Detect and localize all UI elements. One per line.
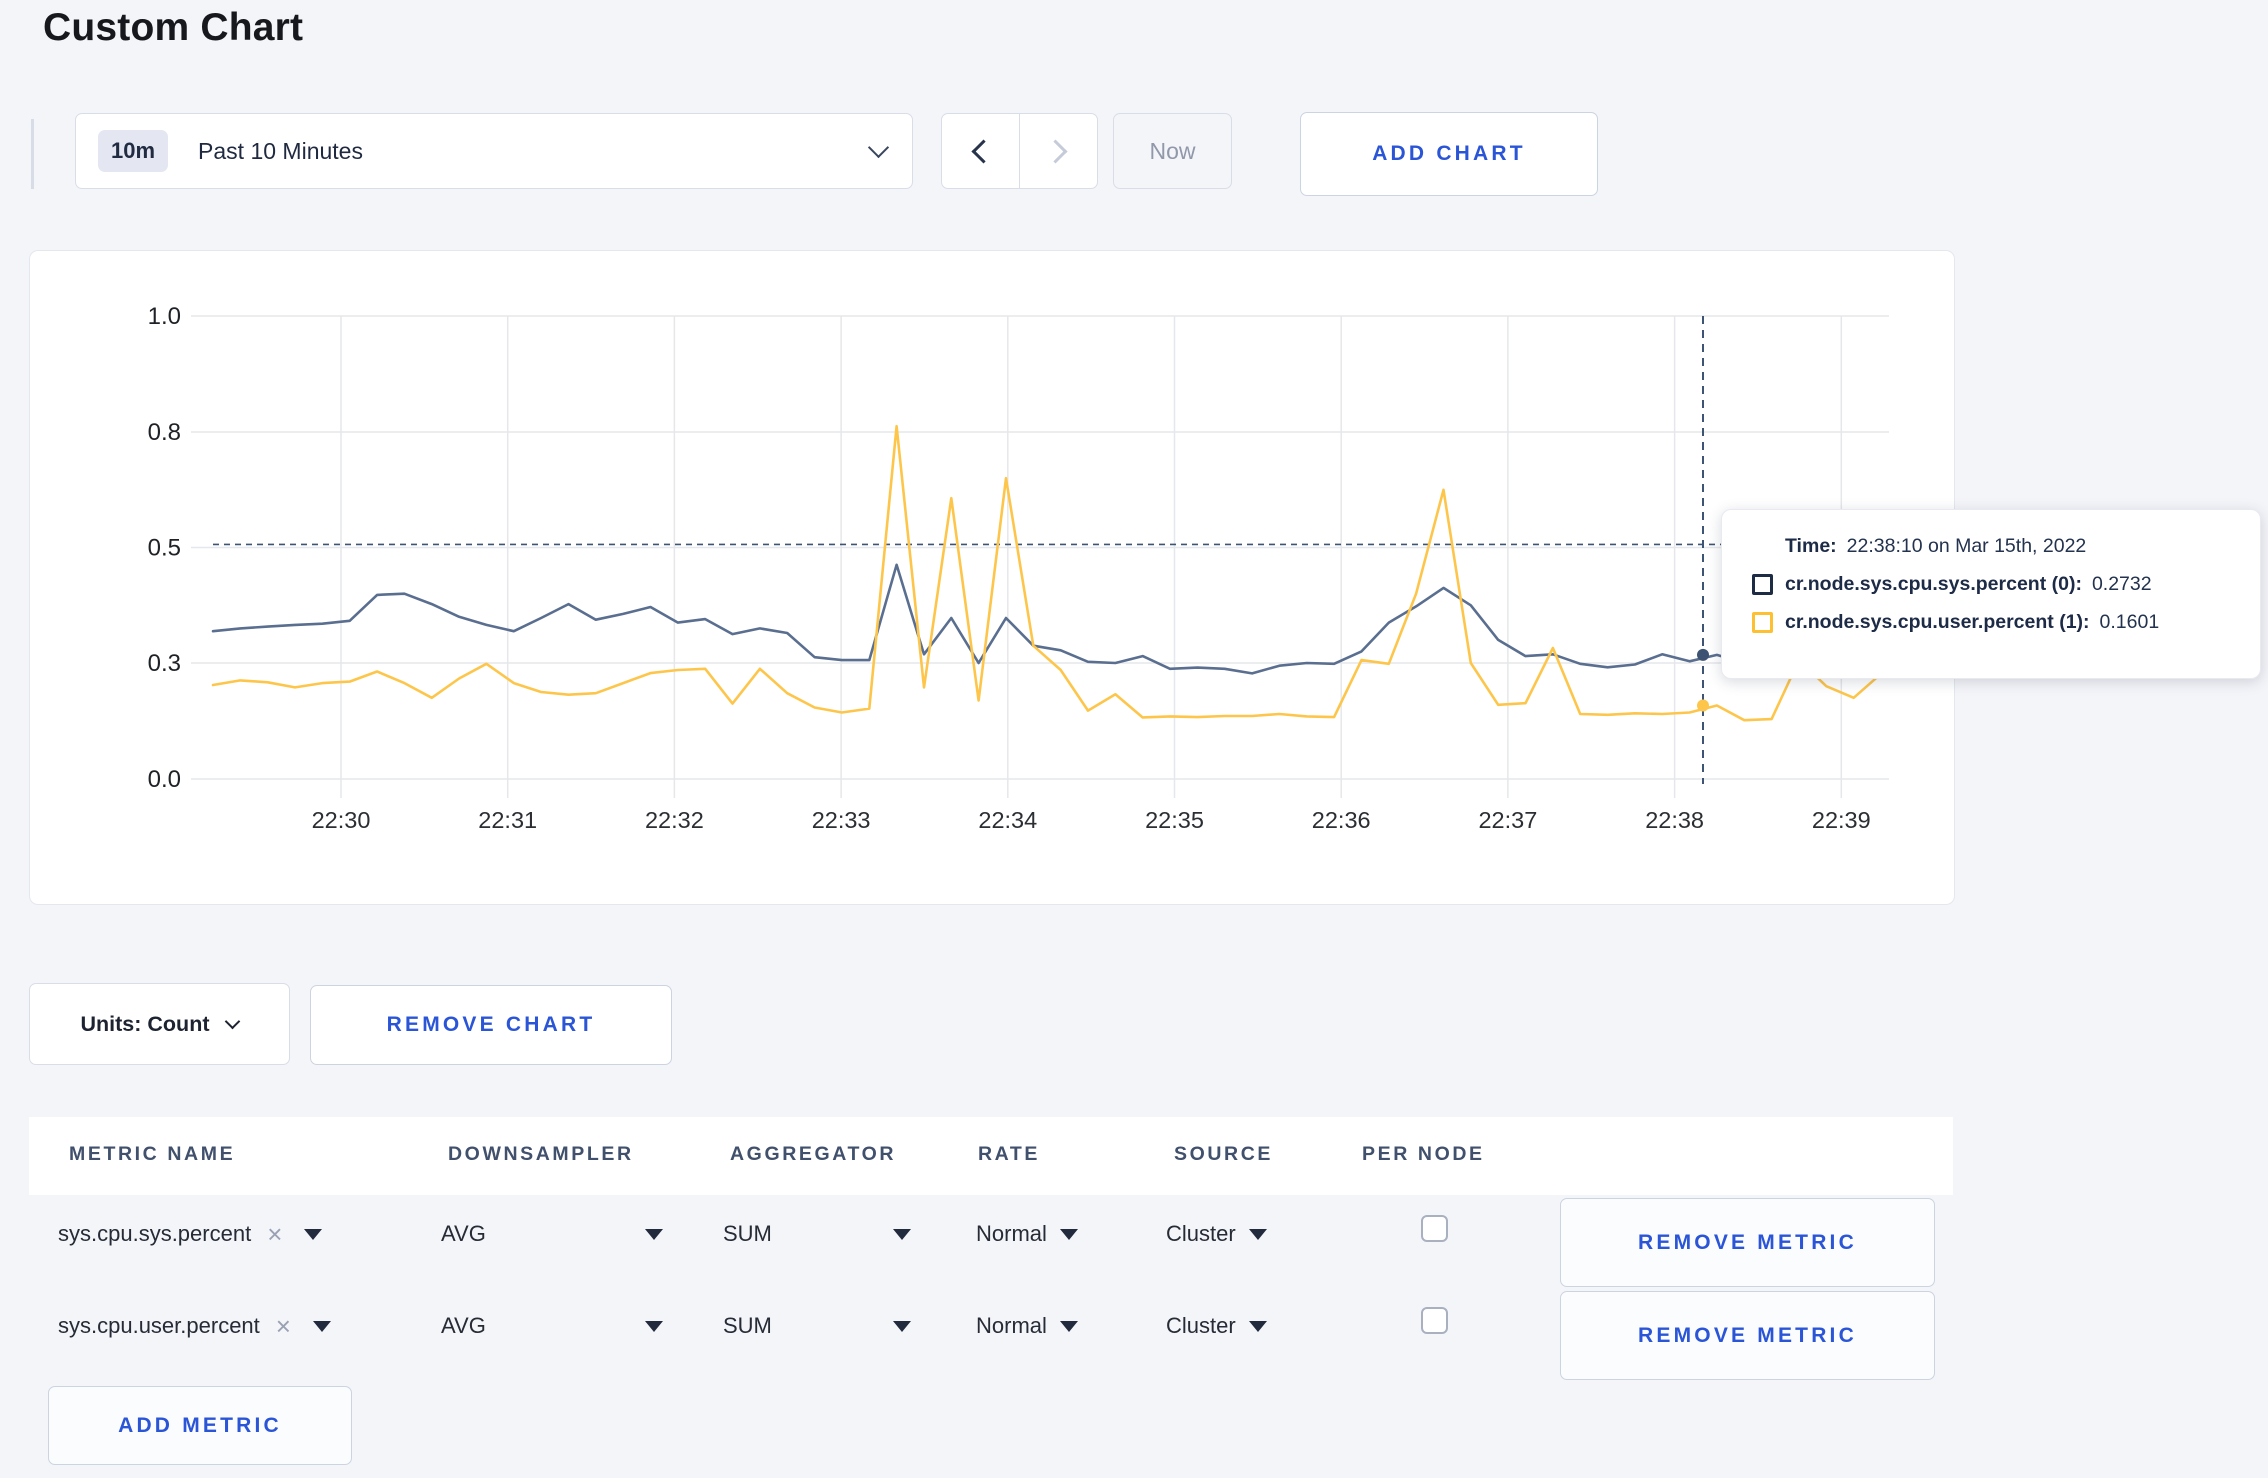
clear-metric-icon[interactable]: × [267, 1219, 283, 1249]
aggregator-value: SUM [723, 1313, 772, 1338]
remove-metric-button[interactable]: REMOVE METRIC [1560, 1198, 1935, 1287]
prev-range-button[interactable] [942, 114, 1020, 188]
time-range-label: Past 10 Minutes [198, 137, 363, 164]
chevron-left-icon [971, 138, 996, 164]
add-metric-button[interactable]: ADD METRIC [48, 1386, 352, 1465]
rate-value: Normal [976, 1221, 1047, 1246]
y-axis-tick-label: 1.0 [148, 303, 181, 330]
time-range-badge: 10m [98, 130, 169, 172]
source-value: Cluster [1166, 1221, 1236, 1246]
caret-down-icon [1248, 1320, 1267, 1332]
header-source: SOURCE [1174, 1143, 1274, 1165]
chart-card: 22:30 22:31 22:32 22:33 22:34 22:35 22:36 22:37… [29, 250, 1955, 905]
downsampler-value: AVG [441, 1221, 486, 1246]
remove-metric-button[interactable]: REMOVE METRIC [1560, 1291, 1935, 1380]
x-axis-tick-label: 22:36 [1312, 807, 1371, 833]
clear-metric-icon[interactable]: × [275, 1311, 291, 1341]
next-range-button[interactable] [1020, 114, 1097, 188]
x-axis-tick-label: 22:38 [1645, 807, 1704, 833]
time-range-select[interactable]: 10m Past 10 Minutes [75, 113, 913, 189]
x-axis-tick-label: 22:32 [645, 807, 704, 833]
y-axis-tick-label: 0.8 [148, 419, 181, 446]
y-axis-tick-label: 0.5 [148, 535, 181, 562]
page-title: Custom Chart [43, 6, 304, 49]
x-axis-tick-label: 22:34 [978, 807, 1037, 833]
x-axis-tick-label: 22:30 [312, 807, 371, 833]
per-node-cell [1421, 1215, 1448, 1242]
tooltip-user-value: 0.1601 [2099, 611, 2160, 633]
metrics-table-header: METRIC NAME DOWNSAMPLER AGGREGATOR RATE … [29, 1117, 1953, 1195]
header-per-node: PER NODE [1362, 1143, 1485, 1165]
now-button[interactable]: Now [1113, 113, 1232, 189]
hover-dot-sys [1697, 648, 1709, 661]
header-rate: RATE [978, 1143, 1041, 1165]
header-metric-name: METRIC NAME [69, 1143, 236, 1165]
downsampler-value: AVG [441, 1313, 486, 1338]
custom-chart[interactable]: 22:30 22:31 22:32 22:33 22:34 22:35 22:36 22:37… [30, 251, 1953, 903]
chevron-down-icon [225, 1013, 241, 1029]
time-pager [941, 113, 1098, 189]
user-series-legend-icon [1752, 612, 1773, 633]
sys-series-legend-icon [1752, 574, 1773, 595]
remove-chart-button[interactable]: REMOVE CHART [310, 985, 672, 1065]
tooltip-sys-label: cr.node.sys.cpu.sys.percent (0): [1785, 573, 2082, 595]
x-axis-tick-label: 22:37 [1478, 807, 1537, 833]
source-select[interactable]: Cluster [1166, 1313, 1267, 1339]
caret-down-icon [645, 1320, 663, 1332]
tooltip-time-label: Time: [1785, 535, 1837, 557]
tooltip-sys-value: 0.2732 [2091, 573, 2152, 595]
caret-down-icon [1059, 1320, 1078, 1332]
caret-down-icon [312, 1320, 331, 1332]
y-axis-tick-label: 0.0 [148, 766, 181, 793]
metric-row-1: sys.cpu.sys.percent × AVG SUM Normal Clu… [29, 1195, 1953, 1287]
caret-down-icon [645, 1228, 663, 1240]
downsampler-select[interactable]: AVG [441, 1221, 663, 1247]
caret-down-icon [893, 1228, 911, 1240]
caret-down-icon [1248, 1228, 1267, 1240]
caret-down-icon [304, 1228, 323, 1240]
rate-select[interactable]: Normal [976, 1313, 1078, 1339]
per-node-checkbox[interactable] [1421, 1215, 1448, 1242]
per-node-cell [1421, 1307, 1448, 1334]
rate-select[interactable]: Normal [976, 1221, 1078, 1247]
add-chart-button[interactable]: ADD CHART [1300, 112, 1598, 196]
series-line-user [211, 424, 1883, 722]
header-aggregator: AGGREGATOR [730, 1143, 897, 1165]
y-axis-tick-label: 0.3 [148, 650, 181, 677]
hover-dot-user [1697, 699, 1709, 712]
source-value: Cluster [1166, 1313, 1236, 1338]
tooltip-user-label: cr.node.sys.cpu.user.percent (1): [1785, 611, 2090, 633]
units-label: Units: Count [80, 1011, 210, 1036]
rate-value: Normal [976, 1313, 1047, 1338]
x-axis-tick-label: 22:35 [1145, 807, 1204, 833]
metric-row-2: sys.cpu.user.percent × AVG SUM Normal Cl… [29, 1287, 1953, 1380]
toolbar-divider [31, 119, 34, 189]
tooltip-time-value: 22:38:10 on Mar 15th, 2022 [1846, 535, 2087, 557]
metric-name-select[interactable]: sys.cpu.user.percent × [58, 1313, 331, 1339]
x-axis-tick-label: 22:33 [812, 807, 871, 833]
metric-name-select[interactable]: sys.cpu.sys.percent × [58, 1219, 323, 1249]
chart-tooltip: Time: 22:38:10 on Mar 15th, 2022 cr.node… [1721, 509, 2261, 679]
x-axis-tick-label: 22:39 [1812, 807, 1871, 833]
header-downsampler: DOWNSAMPLER [448, 1143, 634, 1165]
downsampler-select[interactable]: AVG [441, 1313, 663, 1339]
chevron-right-icon [1043, 138, 1068, 164]
x-axis-tick-label: 22:31 [478, 807, 537, 833]
caret-down-icon [1059, 1228, 1078, 1240]
per-node-checkbox[interactable] [1421, 1307, 1448, 1334]
chevron-down-icon [867, 136, 890, 159]
aggregator-select[interactable]: SUM [723, 1313, 911, 1339]
series-line-sys [211, 563, 1883, 675]
caret-down-icon [893, 1320, 911, 1332]
source-select[interactable]: Cluster [1166, 1221, 1267, 1247]
aggregator-select[interactable]: SUM [723, 1221, 911, 1247]
aggregator-value: SUM [723, 1221, 772, 1246]
metric-name-value: sys.cpu.sys.percent [58, 1221, 252, 1246]
metric-name-value: sys.cpu.user.percent [58, 1313, 260, 1338]
units-dropdown[interactable]: Units: Count [29, 983, 290, 1065]
